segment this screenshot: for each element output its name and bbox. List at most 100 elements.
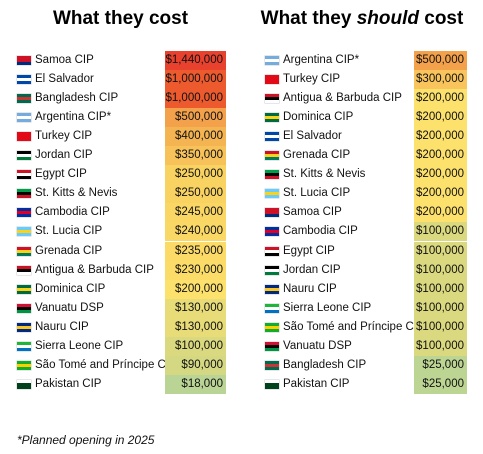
country-name: Jordan CIP — [283, 263, 341, 276]
country-name: Grenada CIP — [283, 149, 351, 162]
flag-stripe — [17, 363, 31, 367]
country-name: Vanuatu DSP — [283, 339, 352, 352]
cost-cell: $100,000 — [414, 336, 467, 356]
flag-stripe — [17, 78, 31, 82]
flag-icon — [17, 341, 31, 351]
flag-stripe — [265, 249, 279, 253]
cost-cell: $1,000,000 — [165, 89, 226, 109]
flag-stripe — [17, 309, 31, 313]
flag-stripe — [17, 59, 31, 62]
flag-stripe — [265, 100, 279, 104]
table-row: Cambodia CIP $245,000 — [0, 203, 483, 223]
flag-stripe — [17, 246, 31, 250]
country-name: Argentina CIP* — [283, 54, 360, 66]
flag-stripe — [17, 116, 31, 120]
flag-icon — [17, 284, 31, 294]
table-row: Sierra Leone CIP $100,000 — [0, 298, 483, 318]
cost-cell: $100,000 — [414, 317, 467, 337]
flag-icon — [265, 284, 279, 294]
flag-stripe — [265, 227, 279, 231]
flag-stripe — [265, 246, 279, 250]
country-name: Pakistan CIP — [35, 377, 102, 390]
flag-stripe — [265, 119, 279, 123]
flag-stripe — [17, 287, 31, 291]
cost-cell: $400,000 — [165, 127, 226, 147]
table-row: Grenada CIP $200,000 — [0, 146, 483, 166]
cost-cell: $1,000,000 — [165, 70, 226, 90]
flag-icon — [265, 265, 279, 275]
country-name: Argentina CIP* — [35, 111, 112, 124]
table-row: Nauru CIP $130,000 — [0, 317, 483, 337]
flag-icon — [17, 265, 31, 275]
flag-stripe — [17, 233, 31, 237]
table-row: Bangladesh CIP $25,000 — [0, 355, 483, 375]
flag-icon — [17, 303, 31, 313]
flag-stripe — [17, 176, 31, 180]
cost-cell: $235,000 — [165, 241, 226, 261]
flag-stripe — [265, 309, 279, 313]
flag-stripe — [17, 306, 31, 310]
cost-cell: $25,000 — [414, 374, 467, 394]
flag-icon — [17, 322, 31, 332]
table-row: Samoa CIP $200,000 — [0, 203, 483, 223]
country-name: Turkey CIP — [283, 73, 341, 86]
table-row: Vanuatu DSP $100,000 — [0, 336, 483, 356]
flag-stripe — [17, 113, 31, 117]
flag-icon — [265, 151, 279, 161]
flag-stripe — [265, 214, 279, 218]
table-row: St. Kitts & Nevis $250,000 — [0, 184, 483, 204]
flag-stripe — [265, 195, 279, 199]
flag-stripe — [265, 173, 279, 177]
flag-stripe — [17, 154, 31, 158]
cost-cell: $100,000 — [414, 298, 467, 318]
table-row: Turkey CIP $300,000 — [0, 70, 483, 90]
flag-stripe — [17, 290, 31, 294]
cost-cell: $25,000 — [414, 355, 467, 375]
flag-stripe — [265, 306, 279, 310]
flag-stripe — [265, 328, 279, 332]
cost-cell: $200,000 — [414, 89, 467, 109]
flag-icon — [265, 75, 279, 85]
table-row: Dominica CIP $200,000 — [0, 279, 483, 299]
flag-stripe — [17, 322, 31, 326]
flag-icon — [17, 151, 31, 161]
flag-stripe — [265, 287, 279, 291]
flag-icon — [265, 227, 279, 237]
table-row: Antigua & Barbuda CIP $230,000 — [0, 260, 483, 280]
country-name: St. Kitts & Nevis — [35, 187, 118, 200]
flag-stripe — [265, 268, 279, 272]
country-name: São Tomé and Príncipe CIP — [35, 358, 177, 371]
flag-stripe — [17, 132, 31, 136]
table-row: Grenada CIP $235,000 — [0, 241, 483, 261]
table-row: Turkey CIP $400,000 — [0, 127, 483, 147]
country-name: Bangladesh CIP — [283, 358, 367, 371]
flag-stripe — [265, 56, 279, 59]
country-name: São Tomé and Príncipe CIP — [283, 320, 425, 333]
table-row: Pakistan CIP $18,000 — [0, 374, 483, 394]
table-row: Bangladesh CIP $1,000,000 — [0, 89, 483, 109]
flag-icon — [17, 227, 31, 237]
table-row: Vanuatu DSP $130,000 — [0, 298, 483, 318]
table-row: St. Lucia CIP $200,000 — [0, 184, 483, 204]
flag-icon — [17, 56, 31, 65]
flag-icon — [265, 341, 279, 351]
flag-stripe — [265, 347, 279, 351]
table-row: Argentina CIP* $500,000 — [0, 51, 483, 70]
country-name: Pakistan CIP — [283, 377, 350, 390]
table-row: Nauru CIP $100,000 — [0, 279, 483, 299]
cost-cell: $100,000 — [414, 260, 467, 280]
cost-cell: $300,000 — [414, 70, 467, 90]
flag-stripe — [265, 132, 279, 136]
flag-stripe — [265, 379, 279, 383]
cost-cell: $200,000 — [414, 165, 467, 185]
flag-stripe — [265, 62, 279, 65]
cost-cell: $100,000 — [165, 336, 226, 356]
flag-stripe — [17, 265, 31, 269]
cost-cell: $200,000 — [414, 146, 467, 166]
flag-stripe — [17, 135, 31, 139]
flag-stripe — [265, 192, 279, 196]
country-name: Nauru CIP — [35, 320, 89, 333]
flag-stripe — [17, 360, 31, 364]
flag-stripe — [17, 249, 31, 253]
flag-icon — [17, 379, 31, 389]
